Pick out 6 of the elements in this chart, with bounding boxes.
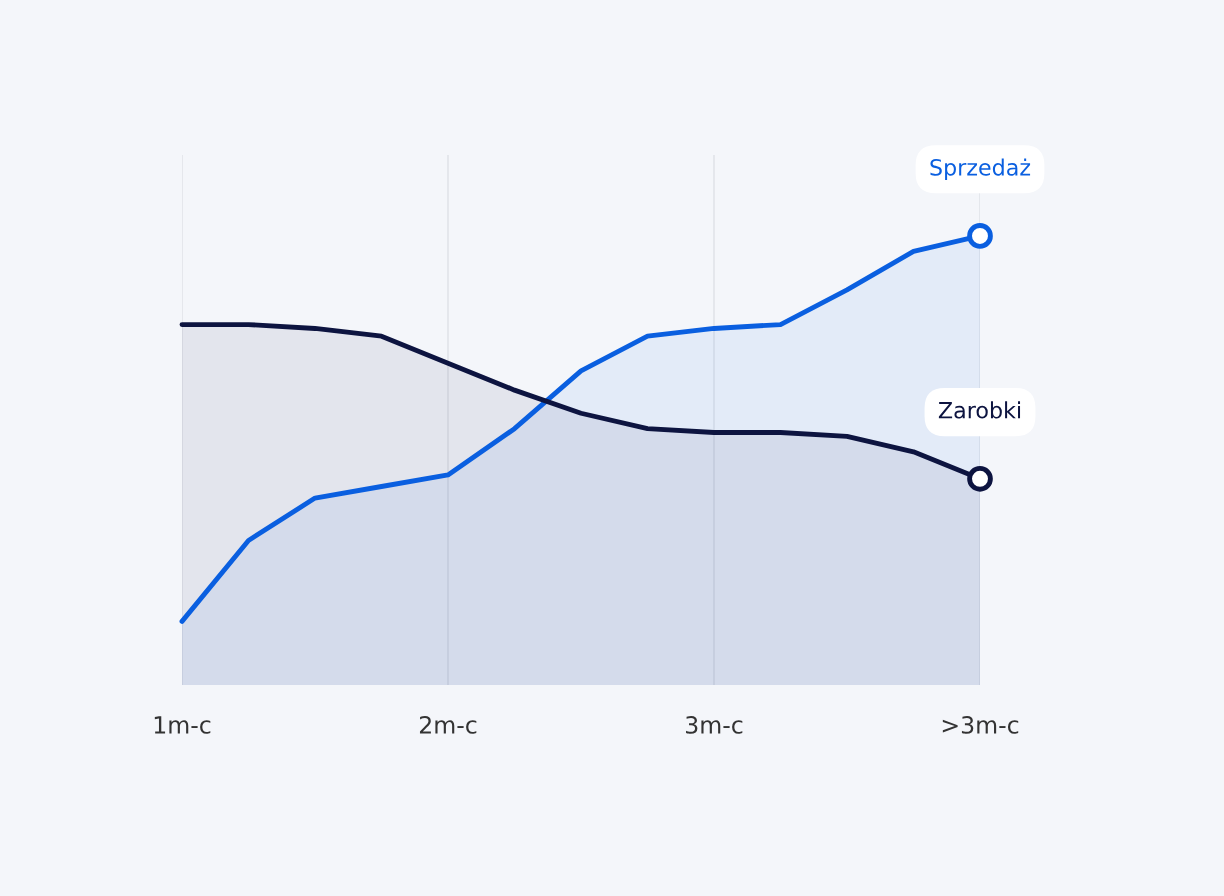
text: Sprzedaż bbox=[930, 158, 1031, 181]
x-tick-label: >3m-c bbox=[942, 715, 1019, 734]
x-tick-label: 3m-c bbox=[686, 715, 743, 734]
x-tick-label: 1m-c bbox=[154, 716, 211, 734]
x-tick-label: 2m-c bbox=[419, 715, 477, 734]
series-label: Zarobki bbox=[938, 401, 1021, 419]
